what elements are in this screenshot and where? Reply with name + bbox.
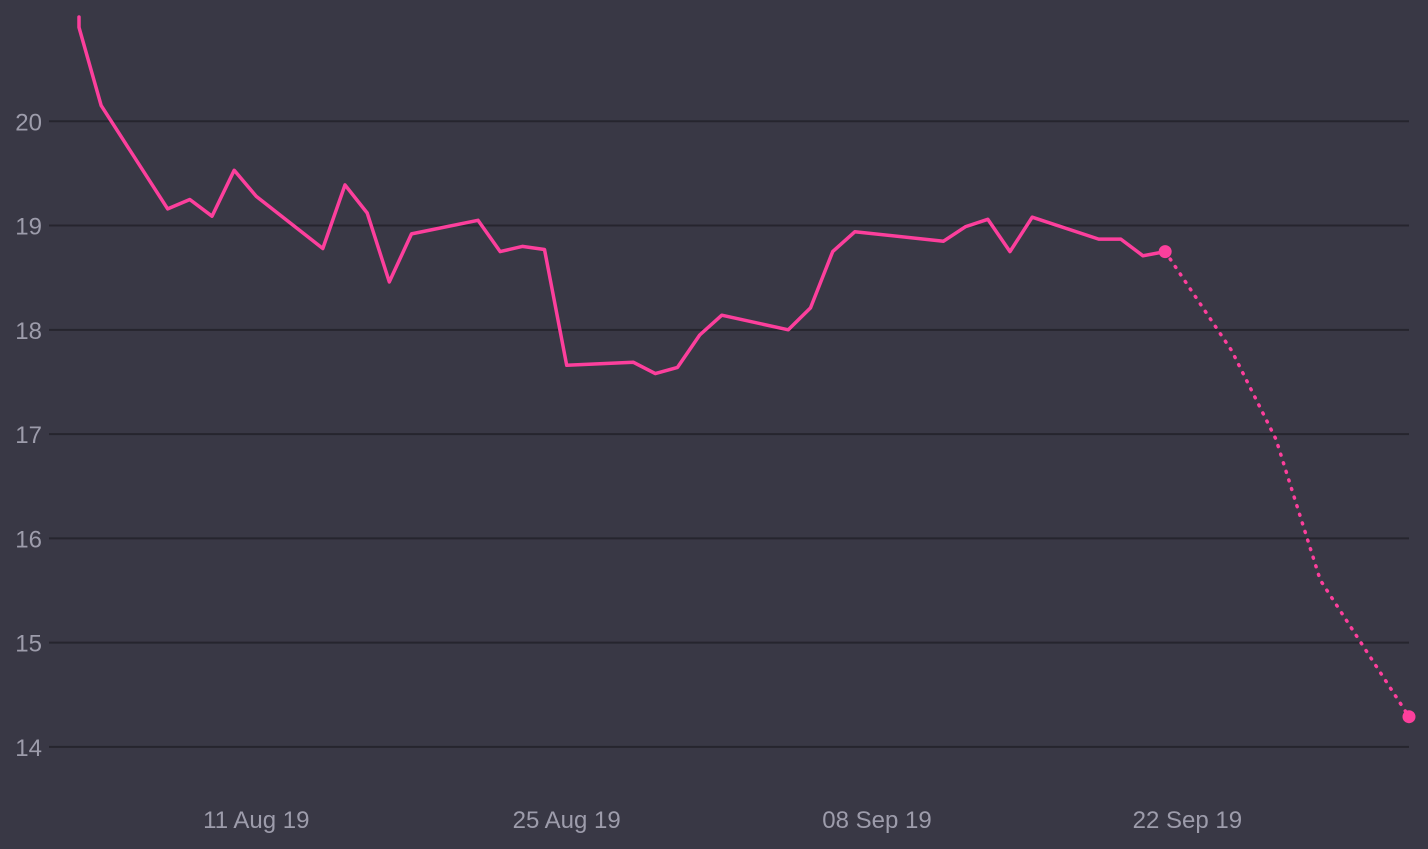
y-tick-label: 17: [15, 422, 42, 449]
y-tick-label: 20: [15, 109, 42, 136]
y-tick-label: 19: [15, 214, 42, 241]
y-tick-label: 14: [15, 735, 42, 762]
x-tick-label: 22 Sep 19: [1133, 807, 1242, 834]
y-tick-label: 15: [15, 631, 42, 658]
projected-endpoint: [1402, 710, 1416, 724]
y-axis: 14 15 16 17 18 19 20: [15, 109, 42, 762]
series-layer: [77, 15, 1416, 724]
y-tick-label: 16: [15, 526, 42, 553]
gridlines: [49, 120, 1409, 748]
x-tick-label: 11 Aug 19: [203, 807, 309, 834]
series-line: [77, 15, 1167, 376]
x-axis: 11 Aug 19 25 Aug 19 08 Sep 19 22 Sep 19: [203, 807, 1242, 834]
x-tick-label: 25 Aug 19: [513, 807, 621, 834]
y-tick-label: 18: [15, 318, 42, 345]
x-tick-label: 08 Sep 19: [822, 807, 931, 834]
projection-line: [1163, 249, 1411, 719]
last-actual-point: [1158, 245, 1172, 259]
